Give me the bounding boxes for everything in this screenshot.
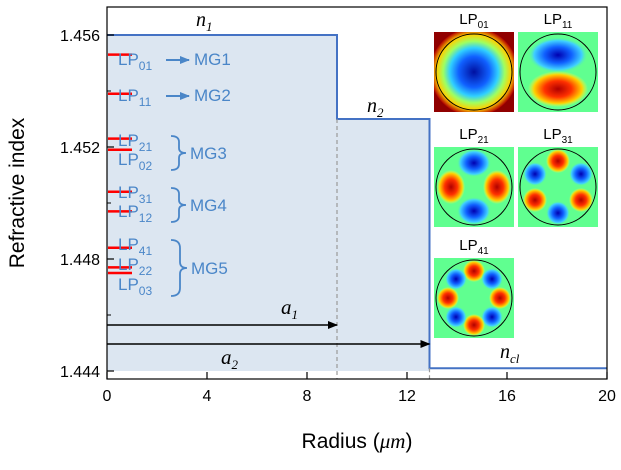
radius-arrows [107, 321, 431, 348]
mode-group-mg3: MG3 [190, 144, 227, 163]
mode-image-title-lp01: LP01 [459, 11, 489, 31]
x-tick-label-0: 0 [103, 388, 112, 405]
mode-image-title-lp21: LP21 [459, 126, 489, 146]
mode-image-lp41 [434, 258, 514, 338]
n2-label: n2 [367, 95, 384, 120]
a2-label: a2 [221, 345, 239, 372]
plot-frame [106, 6, 608, 380]
ncl-label: ncl [500, 341, 520, 366]
mode-image-title-lp41: LP41 [459, 237, 489, 257]
mode-image-lp31 [518, 147, 598, 227]
index-profile [107, 34, 607, 379]
mode-group-mg1: MG1 [194, 50, 231, 69]
mode-group-mg4: MG4 [190, 196, 227, 215]
mg3-brace [170, 135, 187, 171]
mode-image-title-lp11: LP11 [544, 11, 573, 31]
mode-image-lp21 [434, 147, 514, 227]
x-tick-label-20: 20 [598, 388, 616, 405]
x-tick-label-12: 12 [398, 388, 416, 405]
mode-label-lp21: LP21 [118, 131, 152, 154]
core-fill [107, 35, 430, 371]
mode-label-lp03: LP03 [118, 275, 152, 298]
mode-label-lp01: LP01 [118, 50, 152, 73]
mode-label-lp11: LP11 [118, 86, 152, 109]
x-axis-title: Radius (μm) [302, 429, 413, 453]
y-tick-label-1.444: 1.444 [60, 364, 100, 381]
mode-field-images: LP01 LP11 LP21 LP31 [434, 11, 598, 338]
mode-label-lp41: LP41 [118, 235, 152, 258]
mode-group-mg2: MG2 [194, 86, 231, 105]
mode-image-title-lp31: LP31 [543, 126, 573, 146]
mode-image-lp11 [518, 32, 598, 112]
mode-label-lp02: LP02 [118, 150, 152, 173]
mode-label-lp31: LP31 [118, 183, 152, 206]
mode-group-mg5: MG5 [191, 259, 228, 278]
mode-group-labels: LP01 MG1 LP11 MG2 LP21 LP02 MG3 LP31 LP1… [118, 50, 231, 298]
y-tick-label-1.456: 1.456 [60, 28, 100, 45]
mg5-brace [170, 239, 188, 297]
mg4-brace [170, 187, 187, 223]
a1-label: a1 [281, 295, 298, 322]
mode-image-lp01 [434, 32, 514, 112]
mode-neff-lines [108, 53, 132, 275]
axis-ticks: 0 4 8 12 16 20 1.444 1.448 1.452 1.456 [60, 28, 616, 405]
mode-label-lp12: LP12 [118, 202, 152, 225]
n1-label: n1 [196, 9, 213, 34]
x-tick-label-4: 4 [203, 388, 212, 405]
x-tick-label-16: 16 [498, 388, 516, 405]
mode-label-lp22: LP22 [118, 255, 152, 278]
y-axis-title: Refractive index [6, 117, 29, 268]
y-tick-label-1.448: 1.448 [60, 252, 100, 269]
index-step-line [107, 34, 607, 370]
x-tick-label-8: 8 [303, 388, 312, 405]
y-tick-label-1.452: 1.452 [60, 140, 100, 157]
